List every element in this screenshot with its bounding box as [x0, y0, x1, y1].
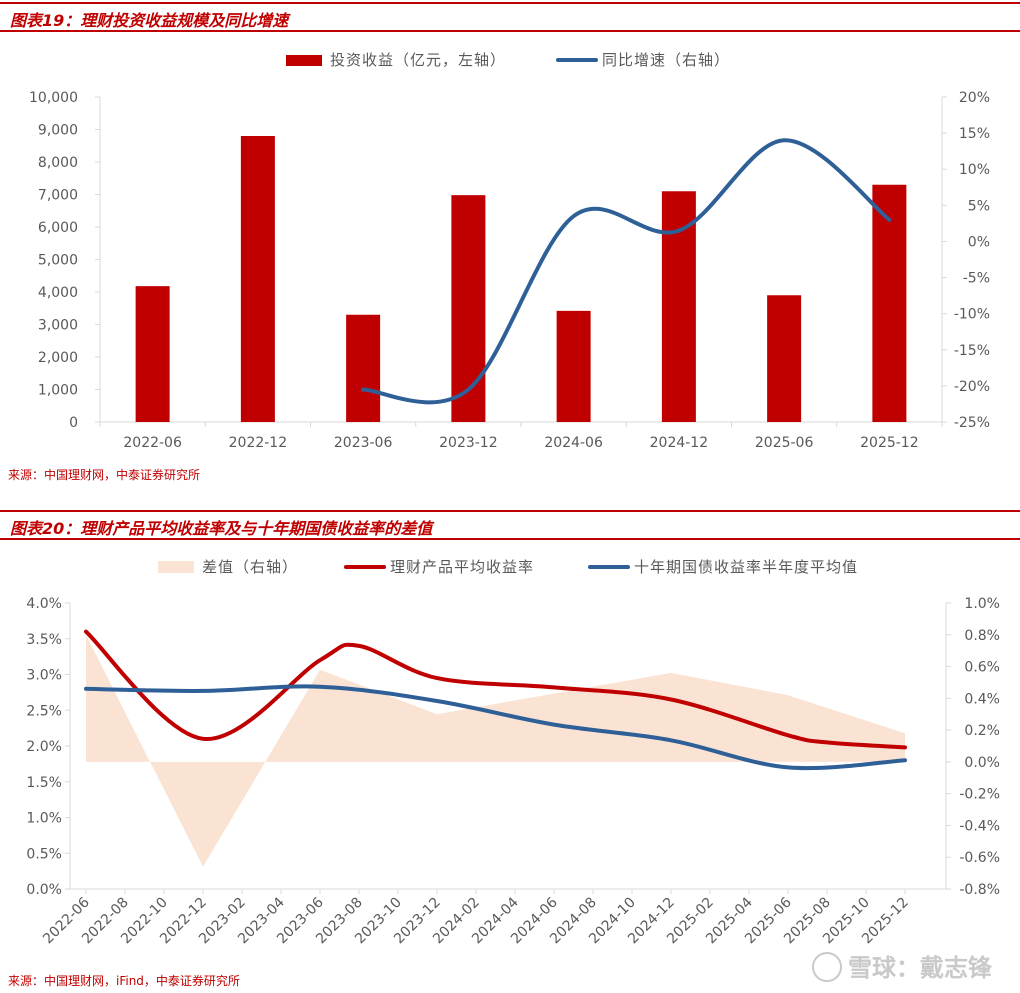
left-tick-label: 10,000: [29, 90, 78, 106]
x-tick-label: 2024-06: [544, 435, 603, 451]
bar-investment-income: [556, 310, 591, 422]
legend-label-investment-income: 投资收益（亿元，左轴）: [330, 51, 506, 69]
right-tick-label: 0.8%: [964, 628, 1000, 644]
bar-investment-income: [767, 295, 802, 422]
legend-label-spread: 差值（右轴）: [202, 558, 298, 576]
fig19-source: 来源：中国理财网，中泰证券研究所: [8, 468, 201, 482]
left-tick-label: 5,000: [38, 253, 78, 269]
legend-label-wm-yield: 理财产品平均收益率: [390, 558, 534, 576]
legend-swatch-investment-income: [286, 55, 322, 66]
left-tick-label: 6,000: [38, 220, 78, 236]
bar-investment-income: [135, 286, 170, 422]
right-tick-label: 1.0%: [964, 596, 1000, 612]
left-tick-label: 2,000: [38, 350, 78, 366]
right-tick-label: 0%: [968, 234, 990, 250]
left-tick-label: 0: [69, 415, 78, 431]
bar-investment-income: [346, 314, 381, 422]
right-tick-label: -0.4%: [959, 818, 1000, 834]
right-tick-label: 0.2%: [964, 723, 1000, 739]
left-tick-label: 0.5%: [26, 846, 62, 862]
x-tick-label: 2025-06: [755, 435, 814, 451]
legend-label-bond-yield: 十年期国债收益率半年度平均值: [634, 558, 858, 576]
line-yoy-growth: [361, 138, 892, 405]
left-tick-label: 1.0%: [26, 811, 62, 827]
right-tick-label: 20%: [959, 90, 990, 106]
bar-investment-income: [451, 195, 486, 422]
right-tick-label: -0.2%: [959, 787, 1000, 803]
right-tick-label: 10%: [959, 162, 990, 178]
left-tick-label: 2.5%: [26, 703, 62, 719]
right-tick-label: -10%: [954, 307, 990, 323]
right-tick-label: 0.6%: [964, 660, 1000, 676]
fig20-chart: 差值（右轴） 理财产品平均收益率 十年期国债收益率半年度平均值 0.0% 0.5% 1.0…: [26, 558, 1000, 947]
left-tick-label: 7,000: [38, 188, 78, 204]
line-bond-yield: [84, 684, 907, 771]
area-spread: [86, 634, 905, 867]
left-tick-label: 9,000: [38, 123, 78, 139]
left-tick-label: 3,000: [38, 318, 78, 334]
left-tick-label: 3.5%: [26, 632, 62, 648]
right-tick-label: -15%: [954, 343, 990, 359]
right-tick-label: -20%: [954, 379, 990, 395]
x-tick-label: 2025-12: [860, 435, 919, 451]
fig20-title: 图表20：理财产品平均收益率及与十年期国债收益率的差值: [10, 519, 433, 538]
fig20-header: 图表20：理财产品平均收益率及与十年期国债收益率的差值: [0, 510, 1020, 540]
fig20-source: 来源：中国理财网，iFind，中泰证券研究所: [8, 974, 240, 988]
x-tick-label: 2023-06: [334, 435, 393, 451]
fig19-header: 图表19：理财投资收益规模及同比增速: [0, 2, 1020, 32]
left-tick-label: 8,000: [38, 155, 78, 171]
watermark-text: 雪球：戴志锋: [848, 954, 992, 982]
line-wm-yield: [84, 629, 907, 750]
watermark: 雪球：戴志锋: [812, 948, 992, 984]
left-tick-label: 1,000: [38, 383, 78, 399]
right-tick-label: 0.0%: [964, 755, 1000, 771]
bar-investment-income: [240, 136, 275, 422]
fig19-chart: 投资收益（亿元，左轴） 同比增速（右轴） 0 1,000 2,000 3,000 4,000…: [29, 51, 990, 451]
legend-swatch-spread: [158, 561, 194, 573]
right-tick-label: -5%: [963, 271, 990, 287]
x-tick-label: 2022-12: [229, 435, 288, 451]
legend-label-yoy-growth: 同比增速（右轴）: [602, 51, 730, 69]
right-tick-label: -0.6%: [959, 850, 1000, 866]
right-tick-label: -25%: [954, 415, 990, 431]
right-tick-label: 15%: [959, 126, 990, 142]
fig19-title: 图表19：理财投资收益规模及同比增速: [10, 11, 289, 30]
x-tick-label: 2024-12: [650, 435, 709, 451]
left-tick-label: 4.0%: [26, 596, 62, 612]
left-tick-label: 1.5%: [26, 775, 62, 791]
x-tick-label: 2022-06: [123, 435, 182, 451]
left-tick-label: 4,000: [38, 285, 78, 301]
right-tick-label: -0.8%: [959, 882, 1000, 898]
watermark-logo-icon: [812, 952, 842, 982]
right-tick-label: 5%: [968, 198, 990, 214]
left-tick-label: 0.0%: [26, 882, 62, 898]
right-tick-label: 0.4%: [964, 691, 1000, 707]
left-tick-label: 3.0%: [26, 668, 62, 684]
x-tick-label: 2023-12: [439, 435, 498, 451]
bar-investment-income: [872, 184, 907, 422]
left-tick-label: 2.0%: [26, 739, 62, 755]
